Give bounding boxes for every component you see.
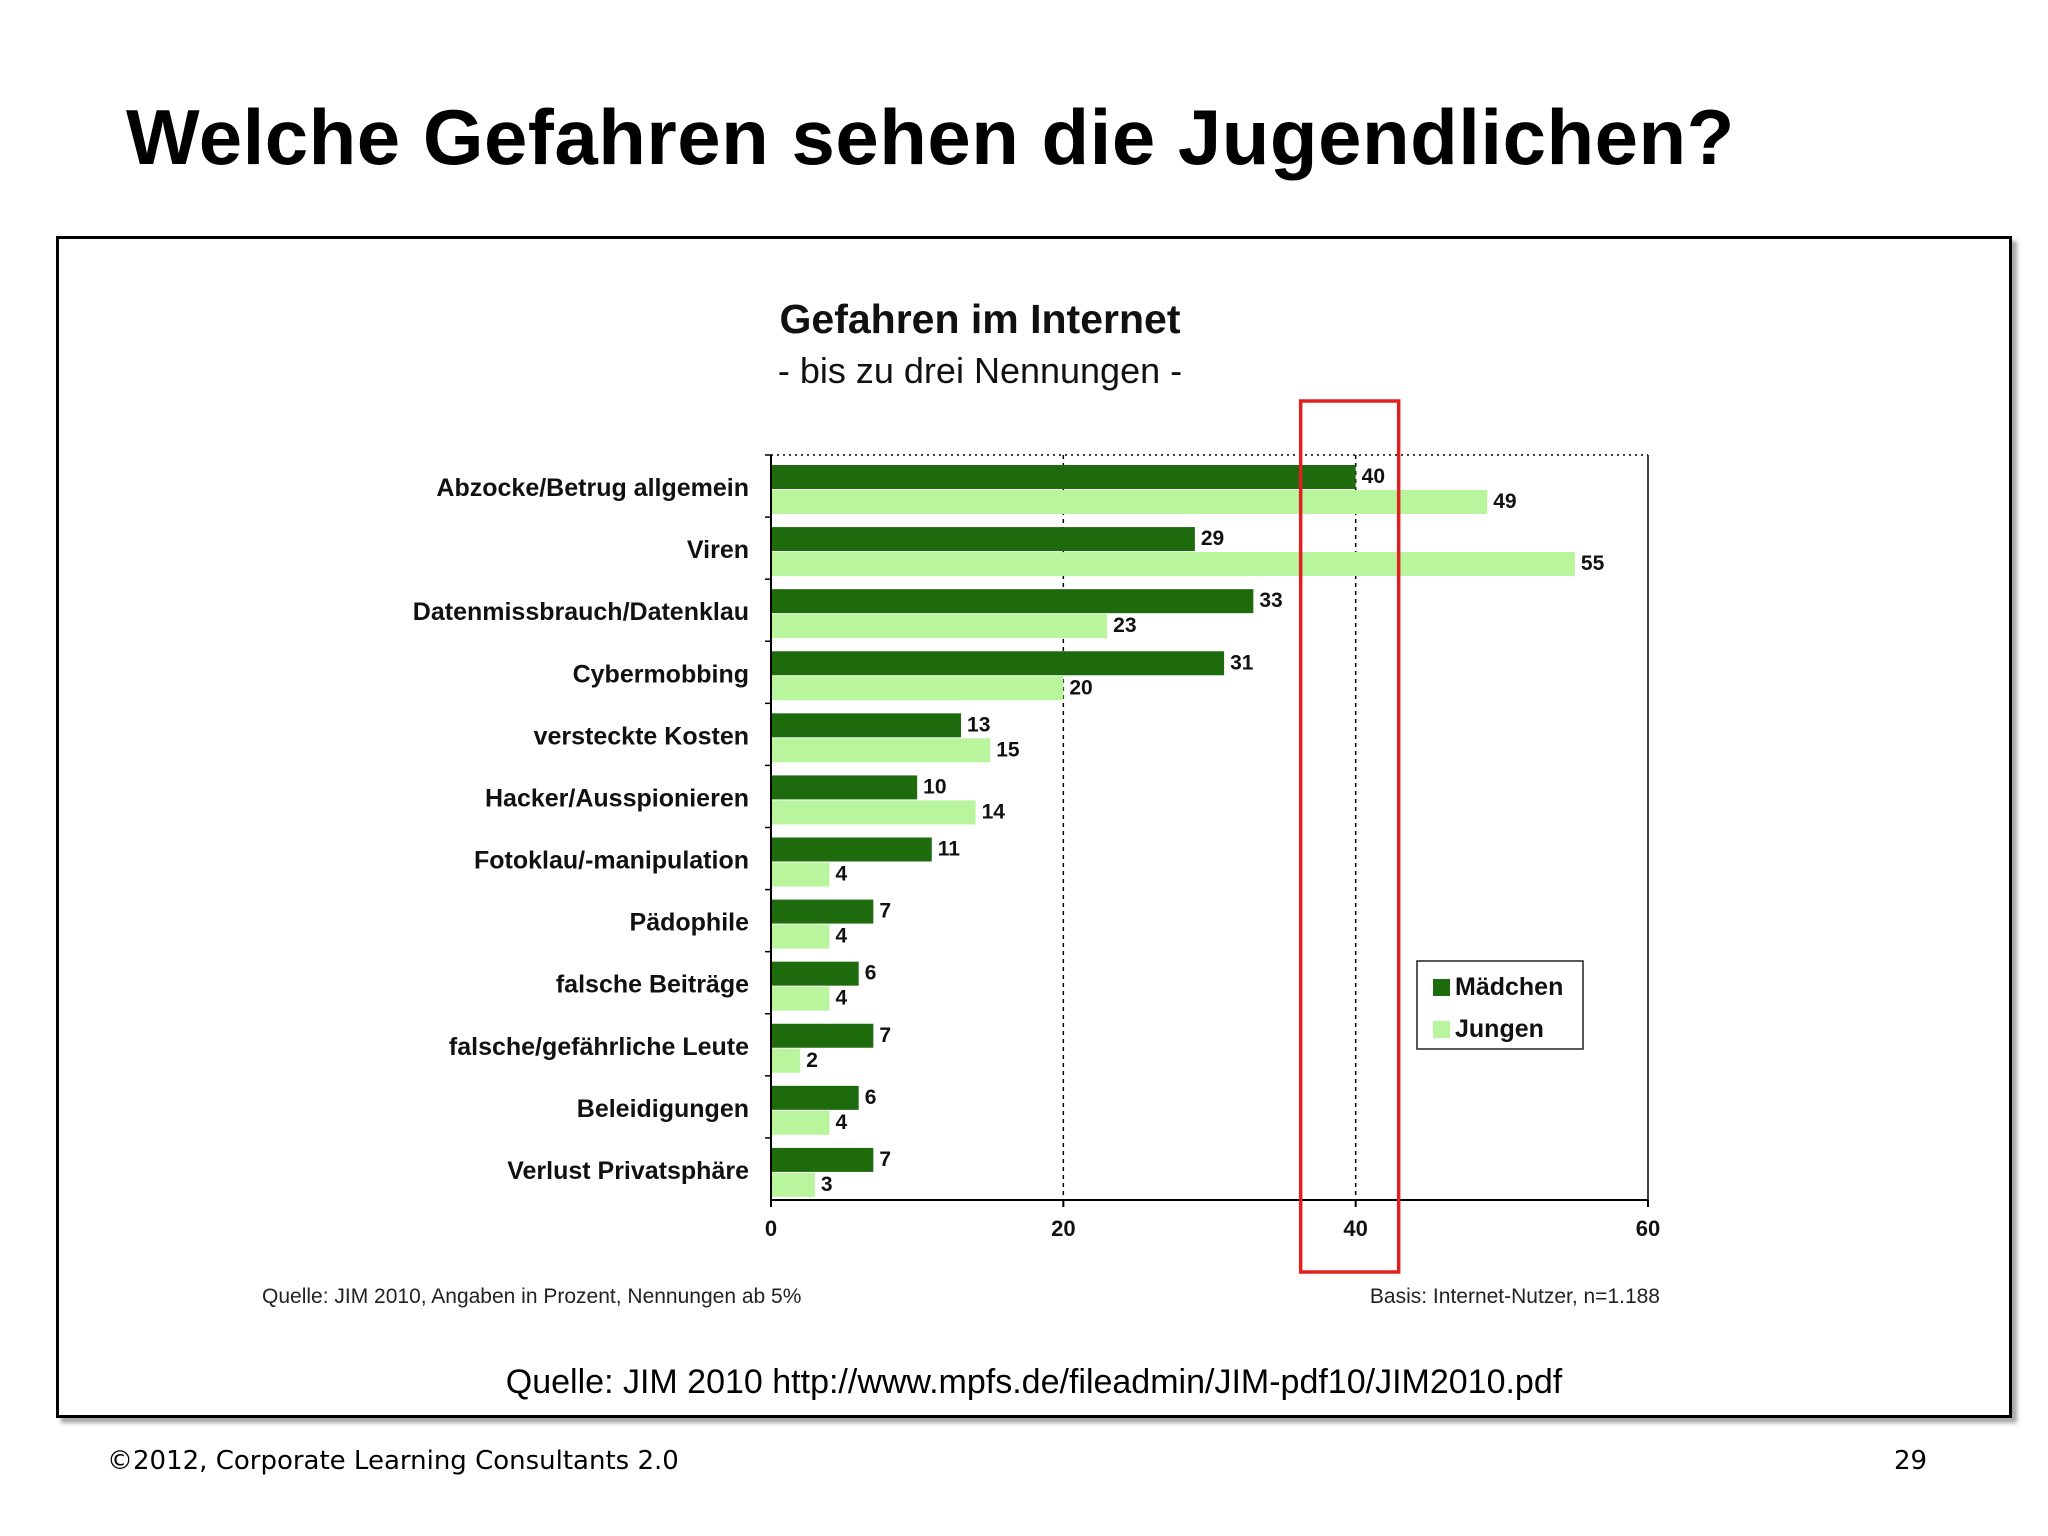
- data-label: 6: [865, 1086, 877, 1109]
- bar-maedchen: [771, 713, 962, 738]
- data-label: 10: [923, 775, 946, 798]
- category-label: Viren: [687, 536, 749, 564]
- bar-jungen: [771, 552, 1575, 577]
- x-tick-label: 20: [1051, 1216, 1075, 1241]
- category-label: Fotoklau/-manipulation: [474, 847, 749, 875]
- data-label: 7: [879, 1148, 891, 1171]
- category-label: falsche/gefährliche Leute: [449, 1033, 749, 1061]
- category-label: falsche Beiträge: [556, 971, 749, 999]
- data-label: 14: [982, 800, 1006, 823]
- bar-maedchen: [771, 589, 1254, 614]
- slide-title: Welche Gefahren sehen die Jugendlichen?: [126, 93, 1735, 181]
- category-label: Cybermobbing: [573, 660, 749, 688]
- data-label: 40: [1362, 465, 1385, 488]
- data-label: 49: [1493, 490, 1516, 513]
- bar-jungen: [771, 676, 1064, 701]
- bar-maedchen: [771, 775, 918, 800]
- bar-jungen: [771, 614, 1108, 639]
- chart-note-left: Quelle: JIM 2010, Angaben in Prozent, Ne…: [262, 1285, 801, 1308]
- data-label: 23: [1113, 614, 1136, 637]
- footer-copyright: ©2012, Corporate Learning Consultants 2.…: [107, 1446, 679, 1476]
- bar-jungen: [771, 490, 1488, 514]
- legend: Mädchen Jungen: [1416, 960, 1584, 1050]
- data-label: 4: [835, 987, 847, 1010]
- bar-maedchen: [771, 651, 1225, 676]
- highlight-box: [1298, 399, 1401, 1274]
- bar-maedchen: [771, 899, 874, 924]
- bar-maedchen: [771, 1147, 874, 1172]
- data-label: 7: [879, 1024, 891, 1047]
- data-label: 4: [835, 925, 847, 948]
- data-label: 31: [1230, 651, 1254, 674]
- data-label: 13: [967, 713, 990, 736]
- bar-jungen: [771, 1048, 801, 1073]
- bar-chart: Gefahren im Internet - bis zu drei Nennu…: [262, 296, 1660, 1308]
- source-caption: Quelle: JIM 2010 http://www.mpfs.de/file…: [505, 1363, 1563, 1401]
- data-label: 33: [1259, 589, 1282, 612]
- x-tick-label: 60: [1636, 1216, 1660, 1241]
- data-label: 2: [806, 1049, 818, 1072]
- x-tick-label: 0: [765, 1216, 777, 1241]
- bar-maedchen: [771, 837, 932, 862]
- legend-label: Mädchen: [1455, 973, 1563, 1001]
- bar-jungen: [771, 1172, 815, 1197]
- legend-swatch-maedchen: [1433, 979, 1450, 996]
- data-label: 3: [821, 1173, 833, 1196]
- bar-jungen: [771, 1110, 830, 1135]
- category-label: versteckte Kosten: [534, 722, 749, 750]
- bar-maedchen: [771, 465, 1356, 489]
- bar-maedchen: [771, 1085, 859, 1110]
- chart-title: Gefahren im Internet: [780, 296, 1181, 342]
- data-label: 55: [1581, 552, 1605, 575]
- bar-jungen: [771, 986, 830, 1011]
- category-label: Datenmissbrauch/Datenklau: [413, 598, 749, 626]
- category-label: Abzocke/Betrug allgemein: [436, 474, 749, 502]
- bar-maedchen: [771, 1023, 874, 1048]
- category-label: Pädophile: [630, 909, 750, 937]
- data-label: 7: [879, 900, 891, 923]
- legend-label: Jungen: [1455, 1015, 1544, 1043]
- chart-image-frame: Gefahren im Internet - bis zu drei Nennu…: [56, 236, 2012, 1418]
- bar-jungen: [771, 800, 976, 825]
- bar-maedchen: [771, 527, 1195, 552]
- data-label: 20: [1069, 676, 1092, 699]
- category-label: Beleidigungen: [577, 1095, 749, 1123]
- category-label: Verlust Privatsphäre: [507, 1157, 749, 1185]
- legend-swatch-jungen: [1433, 1021, 1450, 1038]
- bar-jungen: [771, 862, 830, 887]
- chart-note-right: Basis: Internet-Nutzer, n=1.188: [1370, 1285, 1660, 1308]
- data-label: 29: [1201, 527, 1224, 550]
- data-label: 11: [938, 838, 961, 861]
- data-label: 4: [835, 863, 847, 886]
- data-label: 4: [835, 1111, 847, 1134]
- chart-subtitle: - bis zu drei Nennungen -: [778, 350, 1182, 391]
- category-label: Hacker/Ausspionieren: [485, 784, 749, 812]
- data-label: 15: [996, 738, 1020, 761]
- x-tick-label: 40: [1343, 1216, 1367, 1241]
- bar-jungen: [771, 924, 830, 949]
- data-label: 6: [865, 962, 877, 985]
- bar-jungen: [771, 738, 991, 763]
- page-number: 29: [1894, 1446, 1928, 1476]
- bar-maedchen: [771, 961, 859, 986]
